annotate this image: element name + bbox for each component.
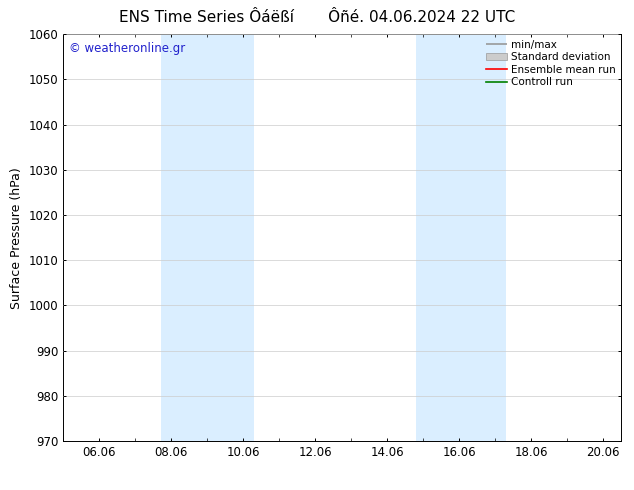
Bar <box>160 34 254 441</box>
Bar <box>416 34 506 441</box>
Legend: min/max, Standard deviation, Ensemble mean run, Controll run: min/max, Standard deviation, Ensemble me… <box>484 37 618 89</box>
Text: ENS Time Series Ôáëßí       Ôñé. 04.06.2024 22 UTC: ENS Time Series Ôáëßí Ôñé. 04.06.2024 22… <box>119 10 515 25</box>
Text: © weatheronline.gr: © weatheronline.gr <box>69 43 185 55</box>
Y-axis label: Surface Pressure (hPa): Surface Pressure (hPa) <box>10 167 23 309</box>
